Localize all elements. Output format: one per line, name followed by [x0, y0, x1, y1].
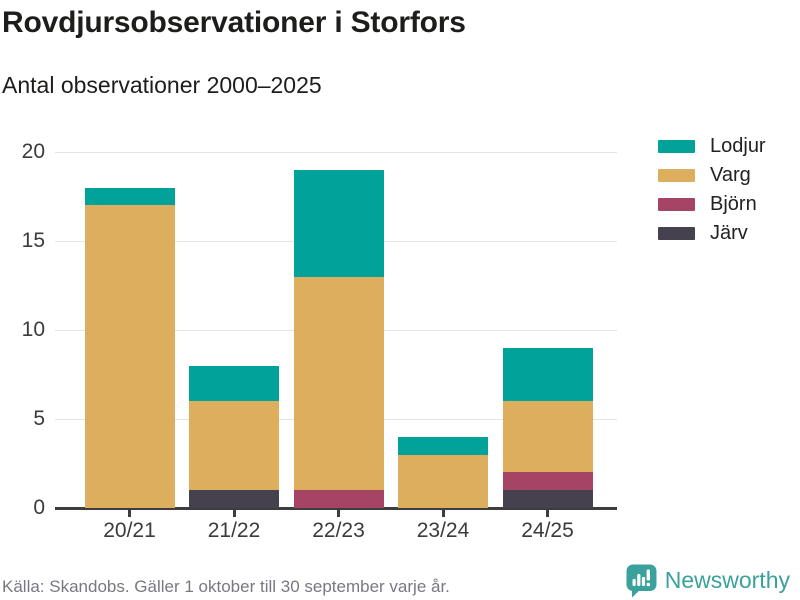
bar-segment-lodjur — [502, 347, 593, 402]
legend-label: Lodjur — [710, 135, 766, 157]
y-tick-label: 15 — [21, 229, 45, 252]
legend-item-varg: Varg — [658, 164, 766, 186]
bar-segment-björn — [293, 490, 384, 508]
legend-swatch-icon — [658, 227, 695, 240]
chart-subtitle: Antal observationer 2000–2025 — [2, 72, 322, 98]
bar-segment-lodjur — [189, 365, 279, 402]
gridline-y-20 — [55, 151, 617, 153]
bar-segment-lodjur — [398, 436, 488, 455]
legend-swatch-icon — [658, 140, 695, 153]
x-tick-label: 24/25 — [521, 519, 574, 542]
bar-segment-björn — [502, 472, 593, 491]
newsworthy-logo-icon — [625, 563, 658, 598]
legend-item-björn: Björn — [658, 193, 766, 215]
x-tick — [337, 509, 340, 517]
x-tick — [441, 509, 445, 517]
x-tick — [546, 509, 549, 517]
y-tick-label: 5 — [33, 407, 45, 430]
source-note: Källa: Skandobs. Gäller 1 oktober till 3… — [2, 577, 450, 596]
y-tick-label: 10 — [21, 318, 45, 341]
y-axis-labels: 0 5 10 15 20 — [0, 140, 45, 519]
x-tick-label: 22/23 — [312, 519, 365, 542]
plot-area — [55, 145, 617, 510]
bar-segment-lodjur — [293, 169, 384, 277]
legend-swatch-icon — [658, 198, 695, 211]
x-tick-label: 21/22 — [207, 519, 261, 542]
bar-segment-järv — [189, 490, 279, 508]
bar-22-23 — [293, 169, 384, 508]
bar-segment-järv — [502, 490, 593, 508]
bar-segment-varg — [84, 205, 175, 508]
bar-23-24 — [398, 436, 488, 508]
bar-21-22 — [189, 365, 279, 508]
bar-20-21 — [84, 187, 175, 508]
x-tick-label: 23/24 — [416, 519, 470, 542]
bar-24-25 — [502, 347, 593, 508]
x-tick-label: 20/21 — [103, 519, 156, 542]
legend-item-lodjur: Lodjur — [658, 135, 766, 157]
legend-label: Varg — [710, 164, 751, 186]
y-tick-label: 0 — [33, 496, 45, 519]
legend-label: Björn — [710, 193, 757, 215]
legend: Lodjur Varg Björn Järv — [658, 135, 766, 253]
legend-item-järv: Järv — [658, 222, 766, 244]
bar-segment-varg — [293, 276, 384, 491]
bar-segment-varg — [502, 401, 593, 473]
legend-swatch-icon — [658, 169, 695, 182]
brand-lockup: Newsworthy — [625, 563, 790, 598]
x-axis-line — [55, 507, 617, 510]
chart-title: Rovdjursobservationer i Storfors — [2, 6, 466, 39]
bar-segment-lodjur — [84, 187, 175, 206]
legend-label: Järv — [710, 222, 748, 244]
bar-segment-varg — [398, 454, 488, 508]
x-tick — [128, 509, 131, 517]
bar-segment-varg — [189, 401, 279, 491]
y-tick-label: 20 — [21, 140, 45, 163]
x-tick — [232, 509, 236, 517]
brand-name: Newsworthy — [664, 567, 790, 593]
